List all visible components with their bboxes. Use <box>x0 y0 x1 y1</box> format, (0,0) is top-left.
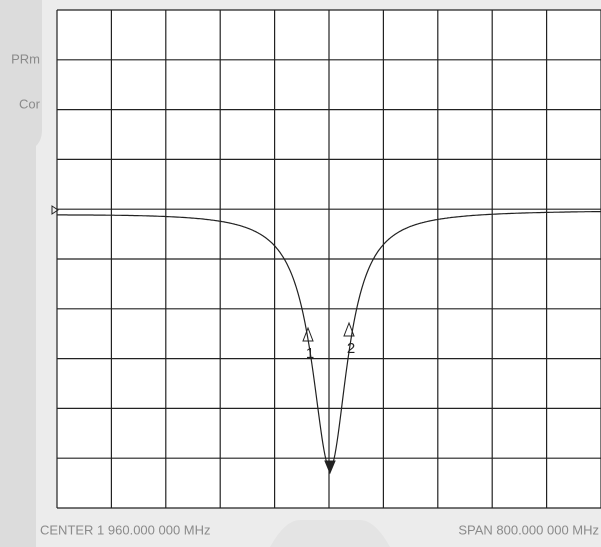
marker-symbol <box>302 326 314 342</box>
marker-symbol <box>343 321 355 337</box>
side-label: PRm <box>11 51 40 66</box>
marker-label: 1 <box>306 345 314 362</box>
side-panel <box>0 0 42 547</box>
grid <box>56 9 601 509</box>
reference-marker <box>51 205 59 215</box>
side-label: Cor <box>19 96 41 111</box>
marker-label: 2 <box>347 340 355 357</box>
footer-tab <box>270 520 390 547</box>
span-frequency: SPAN 800.000 000 MHz <box>458 522 599 537</box>
marker-symbol <box>324 460 336 475</box>
center-frequency: CENTER 1 960.000 000 MHz <box>40 522 211 537</box>
